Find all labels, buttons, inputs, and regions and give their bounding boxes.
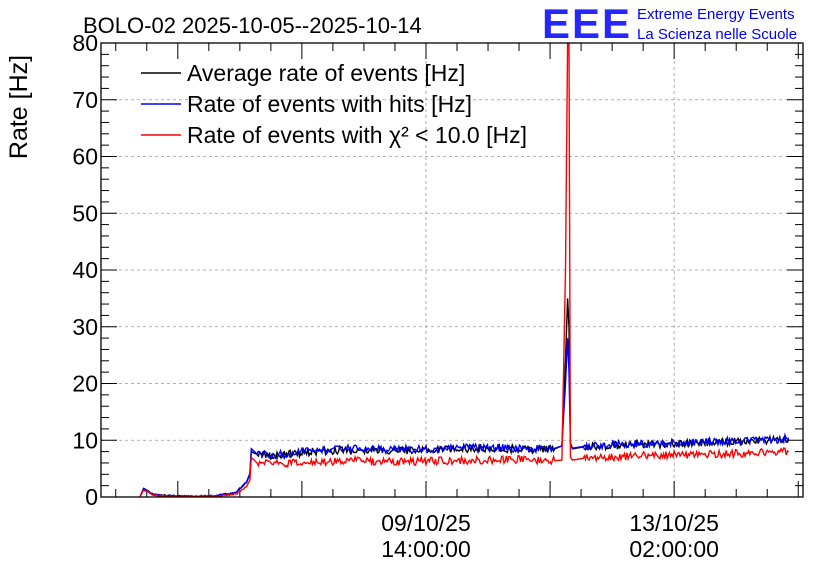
legend-entry-chi2-label: Rate of events with χ² < 10.0 [Hz] [187, 122, 527, 148]
y-tick-label: 20 [72, 371, 98, 397]
series-hits-rate-line [139, 338, 790, 497]
y-tick-label: 30 [72, 314, 98, 340]
chart-title: BOLO-02 2025-10-05--2025-10-14 [83, 13, 422, 38]
series-lines [139, 43, 790, 497]
y-tick-label: 70 [72, 87, 98, 113]
series-average-rate-line [139, 298, 790, 497]
axis-ticks [101, 42, 803, 498]
y-tick-label: 60 [72, 144, 98, 170]
y-tick-label: 40 [72, 257, 98, 283]
legend-entry-average-label: Average rate of events [Hz] [187, 60, 465, 86]
legend-entry-hits-label: Rate of events with hits [Hz] [187, 91, 472, 117]
legend: Average rate of events [Hz] Rate of event… [141, 60, 527, 148]
eee-logo: EEE [542, 0, 632, 47]
branding-line2: La Scienza nelle Scuole [637, 26, 797, 43]
x-tick-label-date: 09/10/25 [381, 510, 471, 536]
y-tick-label: 0 [85, 484, 98, 510]
plot-frame [100, 42, 804, 498]
y-axis-label: Rate [Hz] [5, 55, 33, 159]
y-tick-label: 10 [72, 427, 98, 453]
y-tick-label: 80 [72, 30, 98, 56]
series-chi2-rate-line [139, 43, 790, 497]
x-tick-label-date: 13/10/25 [629, 510, 719, 536]
x-tick-label-time: 02:00:00 [629, 536, 719, 562]
x-tick-label-time: 14:00:00 [381, 536, 471, 562]
branding-line1: Extreme Energy Events [637, 6, 795, 23]
grid-lines [101, 43, 803, 497]
y-tick-labels: 0 10 20 30 40 50 60 70 80 [72, 30, 98, 510]
y-tick-label: 50 [72, 200, 98, 226]
